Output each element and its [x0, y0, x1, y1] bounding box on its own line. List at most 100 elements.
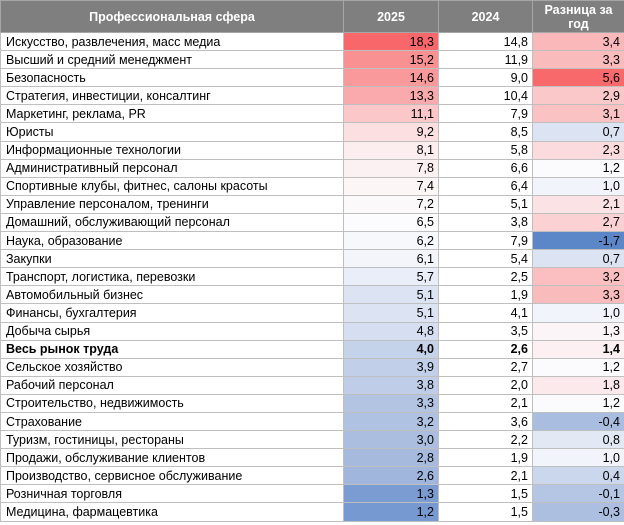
profession-cell[interactable]: Производство, сервисное обслуживание [0, 466, 344, 486]
header-2024[interactable]: 2024 [438, 0, 533, 33]
value-2024-cell[interactable]: 2,5 [438, 267, 533, 287]
profession-cell[interactable]: Сельское хозяйство [0, 357, 344, 377]
diff-cell[interactable]: 1,2 [532, 158, 624, 178]
value-2024-cell[interactable]: 2,0 [438, 375, 533, 395]
profession-cell[interactable]: Розничная торговля [0, 484, 344, 504]
value-2025-cell[interactable]: 1,3 [343, 484, 439, 504]
profession-cell[interactable]: Продажи, обслуживание клиентов [0, 448, 344, 468]
profession-cell[interactable]: Финансы, бухгалтерия [0, 303, 344, 323]
value-2024-cell[interactable]: 8,5 [438, 122, 533, 142]
profession-cell[interactable]: Управление персоналом, тренинги [0, 194, 344, 214]
profession-cell[interactable]: Автомобильный бизнес [0, 285, 344, 305]
value-2025-cell[interactable]: 11,1 [343, 104, 439, 124]
value-2025-cell[interactable]: 14,6 [343, 68, 439, 88]
value-2025-cell[interactable]: 3,2 [343, 411, 439, 432]
value-2025-cell[interactable]: 7,8 [343, 158, 439, 178]
value-2024-cell[interactable]: 6,6 [438, 158, 533, 178]
value-2024-cell[interactable]: 3,6 [438, 411, 533, 432]
value-2025-cell[interactable]: 18,3 [343, 31, 439, 52]
value-2024-cell[interactable]: 3,8 [438, 212, 533, 233]
diff-cell[interactable]: 3,3 [532, 50, 624, 70]
diff-cell[interactable]: 3,1 [532, 104, 624, 124]
value-2025-cell[interactable]: 3,9 [343, 357, 439, 377]
value-2024-cell[interactable]: 11,9 [438, 50, 533, 70]
profession-cell[interactable]: Добыча сырья [0, 321, 344, 341]
value-2025-cell[interactable]: 5,1 [343, 285, 439, 305]
value-2024-cell[interactable]: 1,9 [438, 448, 533, 468]
profession-cell[interactable]: Страхование [0, 411, 344, 432]
profession-cell[interactable]: Наука, образование [0, 231, 344, 251]
header-2025[interactable]: 2025 [343, 0, 439, 33]
diff-cell[interactable]: 2,7 [532, 212, 624, 233]
profession-cell[interactable]: Стратегия, инвестиции, консалтинг [0, 86, 344, 106]
header-diff[interactable]: Разница за год [532, 0, 624, 33]
value-2025-cell[interactable]: 1,2 [343, 502, 439, 522]
value-2025-cell[interactable]: 3,0 [343, 430, 439, 450]
value-2024-cell[interactable]: 2,1 [438, 393, 533, 413]
diff-cell[interactable]: -0,4 [532, 411, 624, 432]
value-2025-cell[interactable]: 15,2 [343, 50, 439, 70]
profession-cell[interactable]: Информационные технологии [0, 140, 344, 160]
diff-cell[interactable]: 0,7 [532, 122, 624, 142]
value-2025-cell[interactable]: 4,8 [343, 321, 439, 341]
profession-cell[interactable]: Рабочий персонал [0, 375, 344, 395]
diff-cell[interactable]: -0,3 [532, 502, 624, 522]
value-2025-cell[interactable]: 3,8 [343, 375, 439, 395]
value-2024-cell[interactable]: 14,8 [438, 31, 533, 52]
diff-cell[interactable]: 0,4 [532, 466, 624, 486]
header-profession[interactable]: Профессиональная сфера [0, 0, 344, 33]
value-2024-cell[interactable]: 2,1 [438, 466, 533, 486]
diff-cell[interactable]: 1,8 [532, 375, 624, 395]
diff-cell[interactable]: 3,3 [532, 285, 624, 305]
value-2025-cell[interactable]: 9,2 [343, 122, 439, 142]
diff-cell[interactable]: -1,7 [532, 231, 624, 251]
diff-cell[interactable]: 3,4 [532, 31, 624, 52]
diff-cell[interactable]: 3,2 [532, 267, 624, 287]
value-2024-cell[interactable]: 5,4 [438, 249, 533, 269]
value-2024-cell[interactable]: 1,5 [438, 484, 533, 504]
value-2024-cell[interactable]: 4,1 [438, 303, 533, 323]
value-2024-cell[interactable]: 10,4 [438, 86, 533, 106]
value-2025-cell[interactable]: 7,2 [343, 194, 439, 214]
value-2025-cell[interactable]: 7,4 [343, 176, 439, 196]
diff-cell[interactable]: 2,3 [532, 140, 624, 160]
diff-cell[interactable]: 2,1 [532, 194, 624, 214]
profession-cell[interactable]: Закупки [0, 249, 344, 269]
value-2025-cell[interactable]: 2,8 [343, 448, 439, 468]
profession-cell[interactable]: Домашний, обслуживающий персонал [0, 212, 344, 233]
diff-cell[interactable]: -0,1 [532, 484, 624, 504]
profession-cell[interactable]: Высший и средний менеджмент [0, 50, 344, 70]
profession-cell[interactable]: Транспорт, логистика, перевозки [0, 267, 344, 287]
profession-cell[interactable]: Медицина, фармацевтика [0, 502, 344, 522]
profession-cell[interactable]: Маркетинг, реклама, PR [0, 104, 344, 124]
value-2024-cell[interactable]: 7,9 [438, 104, 533, 124]
value-2024-cell[interactable]: 2,2 [438, 430, 533, 450]
diff-cell[interactable]: 1,0 [532, 448, 624, 468]
diff-cell[interactable]: 5,6 [532, 68, 624, 88]
profession-cell[interactable]: Весь рынок труда [0, 339, 344, 359]
value-2025-cell[interactable]: 5,1 [343, 303, 439, 323]
value-2024-cell[interactable]: 6,4 [438, 176, 533, 196]
value-2025-cell[interactable]: 8,1 [343, 140, 439, 160]
value-2024-cell[interactable]: 1,9 [438, 285, 533, 305]
value-2025-cell[interactable]: 4,0 [343, 339, 439, 359]
diff-cell[interactable]: 1,3 [532, 321, 624, 341]
profession-cell[interactable]: Искусство, развлечения, масс медиа [0, 31, 344, 52]
value-2024-cell[interactable]: 5,1 [438, 194, 533, 214]
profession-cell[interactable]: Юристы [0, 122, 344, 142]
diff-cell[interactable]: 0,8 [532, 430, 624, 450]
value-2024-cell[interactable]: 1,5 [438, 502, 533, 522]
diff-cell[interactable]: 0,7 [532, 249, 624, 269]
diff-cell[interactable]: 1,2 [532, 393, 624, 413]
profession-cell[interactable]: Безопасность [0, 68, 344, 88]
diff-cell[interactable]: 1,2 [532, 357, 624, 377]
diff-cell[interactable]: 1,4 [532, 339, 624, 359]
value-2025-cell[interactable]: 6,5 [343, 212, 439, 233]
value-2024-cell[interactable]: 7,9 [438, 231, 533, 251]
value-2024-cell[interactable]: 9,0 [438, 68, 533, 88]
value-2025-cell[interactable]: 5,7 [343, 267, 439, 287]
profession-cell[interactable]: Административный персонал [0, 158, 344, 178]
profession-cell[interactable]: Туризм, гостиницы, рестораны [0, 430, 344, 450]
value-2025-cell[interactable]: 13,3 [343, 86, 439, 106]
value-2024-cell[interactable]: 3,5 [438, 321, 533, 341]
